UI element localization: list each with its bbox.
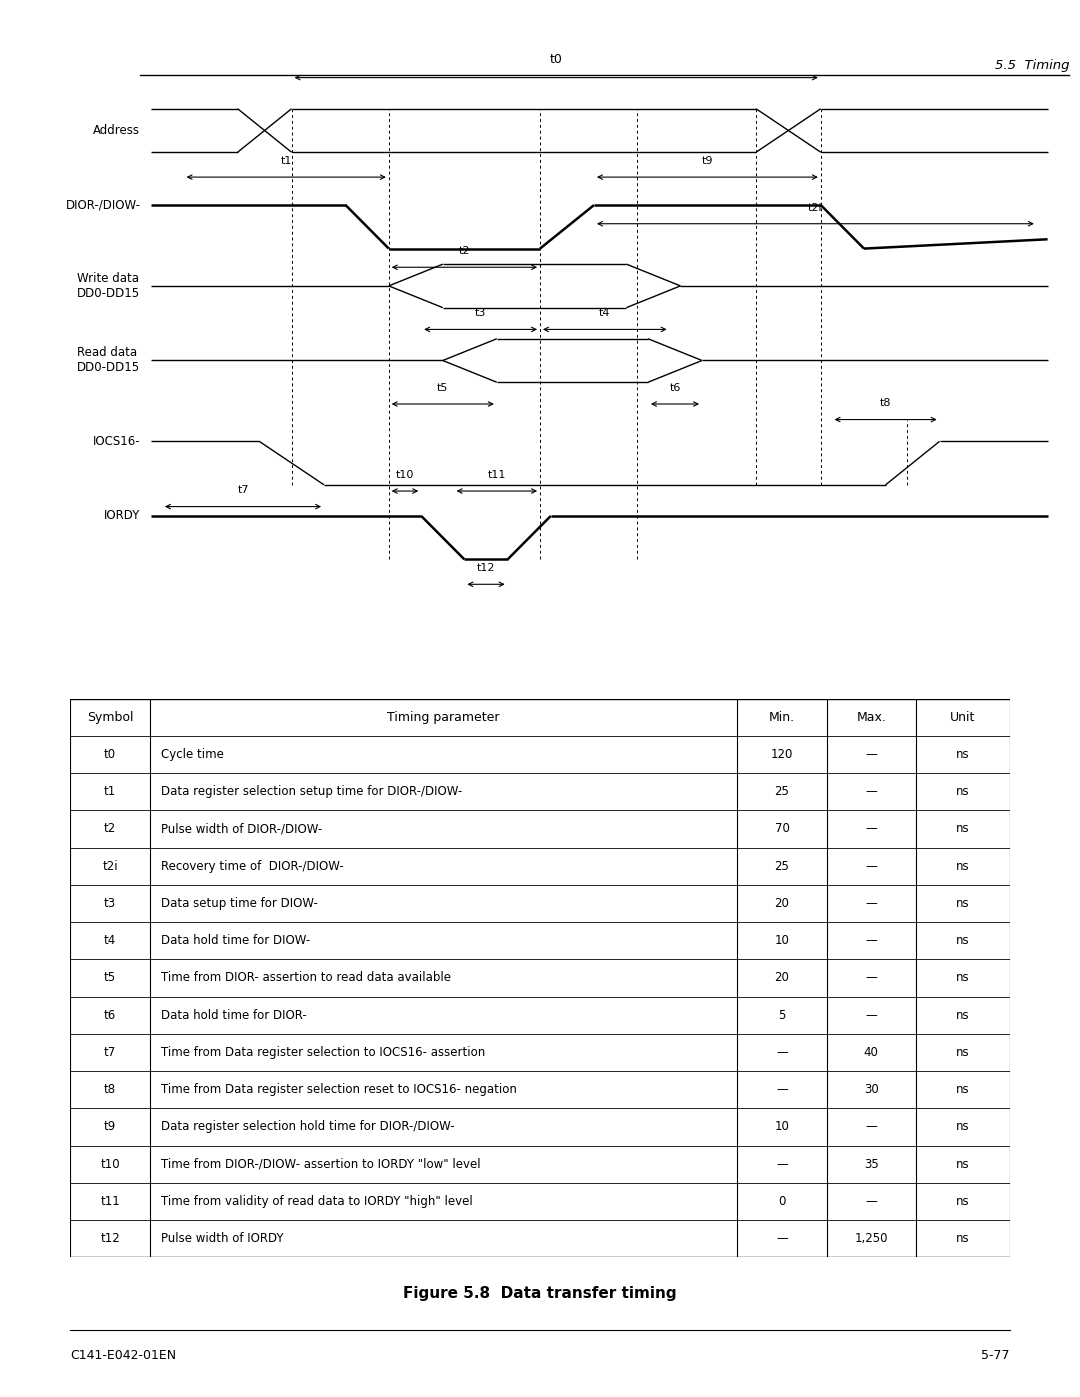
Text: t3: t3 [475, 309, 486, 319]
Text: Data register selection setup time for DIOR-/DIOW-: Data register selection setup time for D… [161, 785, 462, 798]
Text: Data register selection hold time for DIOR-/DIOW-: Data register selection hold time for DI… [161, 1120, 455, 1133]
Text: 5-77: 5-77 [982, 1348, 1010, 1362]
Text: t7: t7 [104, 1046, 117, 1059]
Text: t3: t3 [104, 897, 117, 909]
Text: —: — [865, 859, 877, 873]
Text: C141-E042-01EN: C141-E042-01EN [70, 1348, 176, 1362]
Text: Timing parameter: Timing parameter [388, 711, 500, 724]
Text: t12: t12 [100, 1232, 120, 1245]
Text: 30: 30 [864, 1083, 879, 1097]
Text: t8: t8 [104, 1083, 117, 1097]
Text: IORDY: IORDY [104, 510, 140, 522]
Text: t2i: t2i [808, 203, 823, 212]
Text: t8: t8 [880, 398, 891, 408]
Text: t7: t7 [238, 485, 248, 496]
Text: ns: ns [956, 1194, 970, 1208]
Text: Pulse width of IORDY: Pulse width of IORDY [161, 1232, 284, 1245]
Text: t6: t6 [104, 1009, 117, 1021]
Text: t9: t9 [104, 1120, 117, 1133]
Text: Time from Data register selection to IOCS16- assertion: Time from Data register selection to IOC… [161, 1046, 486, 1059]
Text: —: — [777, 1046, 787, 1059]
Text: Address: Address [93, 124, 140, 137]
Text: —: — [865, 971, 877, 985]
Text: —: — [865, 785, 877, 798]
Text: IOCS16-: IOCS16- [93, 434, 140, 448]
Text: 25: 25 [774, 859, 789, 873]
Text: ns: ns [956, 971, 970, 985]
Text: DIOR-/DIOW-: DIOR-/DIOW- [66, 198, 140, 211]
Text: —: — [865, 823, 877, 835]
Text: 35: 35 [864, 1158, 879, 1171]
Text: t10: t10 [100, 1158, 120, 1171]
Text: Time from DIOR-/DIOW- assertion to IORDY "low" level: Time from DIOR-/DIOW- assertion to IORDY… [161, 1158, 481, 1171]
Text: 70: 70 [774, 823, 789, 835]
Text: 5: 5 [779, 1009, 785, 1021]
Text: Time from DIOR- assertion to read data available: Time from DIOR- assertion to read data a… [161, 971, 451, 985]
Text: t9: t9 [702, 156, 713, 166]
Text: Time from Data register selection reset to IOCS16- negation: Time from Data register selection reset … [161, 1083, 517, 1097]
Text: Max.: Max. [856, 711, 887, 724]
Text: t10: t10 [395, 469, 415, 479]
Text: Recovery time of  DIOR-/DIOW-: Recovery time of DIOR-/DIOW- [161, 859, 345, 873]
Text: ns: ns [956, 1120, 970, 1133]
Text: —: — [777, 1083, 787, 1097]
Text: t11: t11 [487, 469, 507, 479]
Text: t6: t6 [670, 383, 680, 393]
Text: 5.5  Timing: 5.5 Timing [995, 59, 1069, 73]
Text: Min.: Min. [769, 711, 795, 724]
Text: —: — [865, 1009, 877, 1021]
Text: t11: t11 [100, 1194, 120, 1208]
Text: 10: 10 [774, 1120, 789, 1133]
Text: Figure 5.8  Data transfer timing: Figure 5.8 Data transfer timing [403, 1287, 677, 1301]
Text: Data hold time for DIOW-: Data hold time for DIOW- [161, 935, 311, 947]
Text: t1: t1 [281, 156, 292, 166]
Text: —: — [865, 1120, 877, 1133]
Text: ns: ns [956, 935, 970, 947]
Text: t4: t4 [599, 309, 610, 319]
Text: ns: ns [956, 859, 970, 873]
Text: 25: 25 [774, 785, 789, 798]
Text: t2: t2 [104, 823, 117, 835]
Text: ns: ns [956, 785, 970, 798]
Text: ns: ns [956, 1083, 970, 1097]
Text: Cycle time: Cycle time [161, 747, 225, 761]
Text: Time from validity of read data to IORDY "high" level: Time from validity of read data to IORDY… [161, 1194, 473, 1208]
Text: 20: 20 [774, 897, 789, 909]
Text: t5: t5 [437, 383, 448, 393]
Text: t2i: t2i [103, 859, 118, 873]
Text: —: — [865, 1194, 877, 1208]
Text: Pulse width of DIOR-/DIOW-: Pulse width of DIOR-/DIOW- [161, 823, 323, 835]
Text: 120: 120 [771, 747, 793, 761]
Text: ns: ns [956, 823, 970, 835]
Text: —: — [865, 747, 877, 761]
Text: t0: t0 [550, 53, 563, 67]
Text: ns: ns [956, 1158, 970, 1171]
Text: —: — [865, 897, 877, 909]
Text: Read data
DD0-DD15: Read data DD0-DD15 [78, 346, 140, 374]
Text: t12: t12 [476, 563, 496, 573]
Text: 1,250: 1,250 [854, 1232, 888, 1245]
Text: Write data
DD0-DD15: Write data DD0-DD15 [78, 272, 140, 300]
Text: t0: t0 [104, 747, 117, 761]
Text: 40: 40 [864, 1046, 879, 1059]
Text: t2: t2 [459, 246, 470, 256]
Text: 10: 10 [774, 935, 789, 947]
Text: ns: ns [956, 1232, 970, 1245]
Text: 20: 20 [774, 971, 789, 985]
Text: ns: ns [956, 897, 970, 909]
Text: —: — [865, 935, 877, 947]
Text: Data setup time for DIOW-: Data setup time for DIOW- [161, 897, 319, 909]
Text: Symbol: Symbol [86, 711, 134, 724]
Text: ns: ns [956, 747, 970, 761]
Text: —: — [777, 1232, 787, 1245]
Text: ns: ns [956, 1009, 970, 1021]
Text: t4: t4 [104, 935, 117, 947]
Text: Data hold time for DIOR-: Data hold time for DIOR- [161, 1009, 307, 1021]
Text: t1: t1 [104, 785, 117, 798]
Text: Unit: Unit [950, 711, 975, 724]
Text: ns: ns [956, 1046, 970, 1059]
Text: t5: t5 [104, 971, 117, 985]
Text: 0: 0 [779, 1194, 785, 1208]
Text: —: — [777, 1158, 787, 1171]
